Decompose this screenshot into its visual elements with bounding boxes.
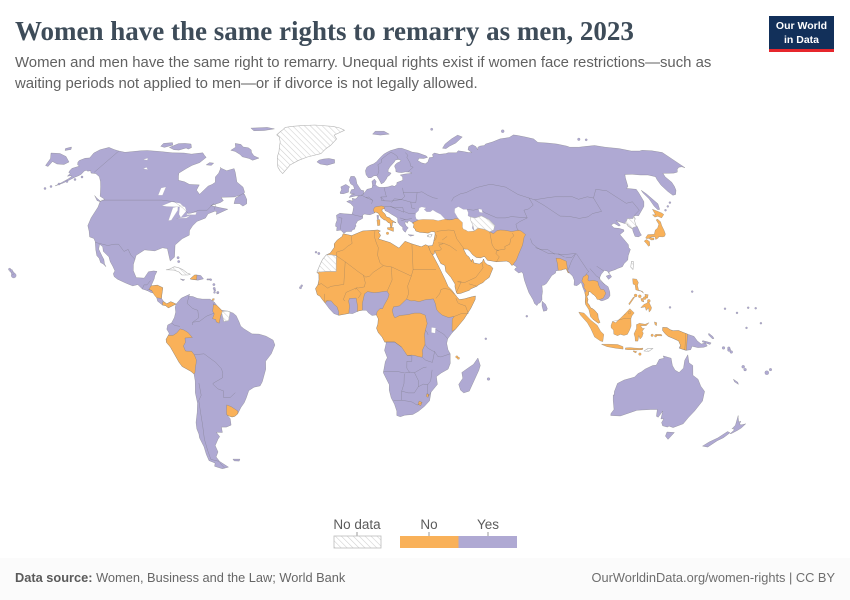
svg-text:No data: No data — [333, 517, 381, 532]
svg-text:No: No — [420, 517, 437, 532]
svg-text:Yes: Yes — [477, 517, 499, 532]
